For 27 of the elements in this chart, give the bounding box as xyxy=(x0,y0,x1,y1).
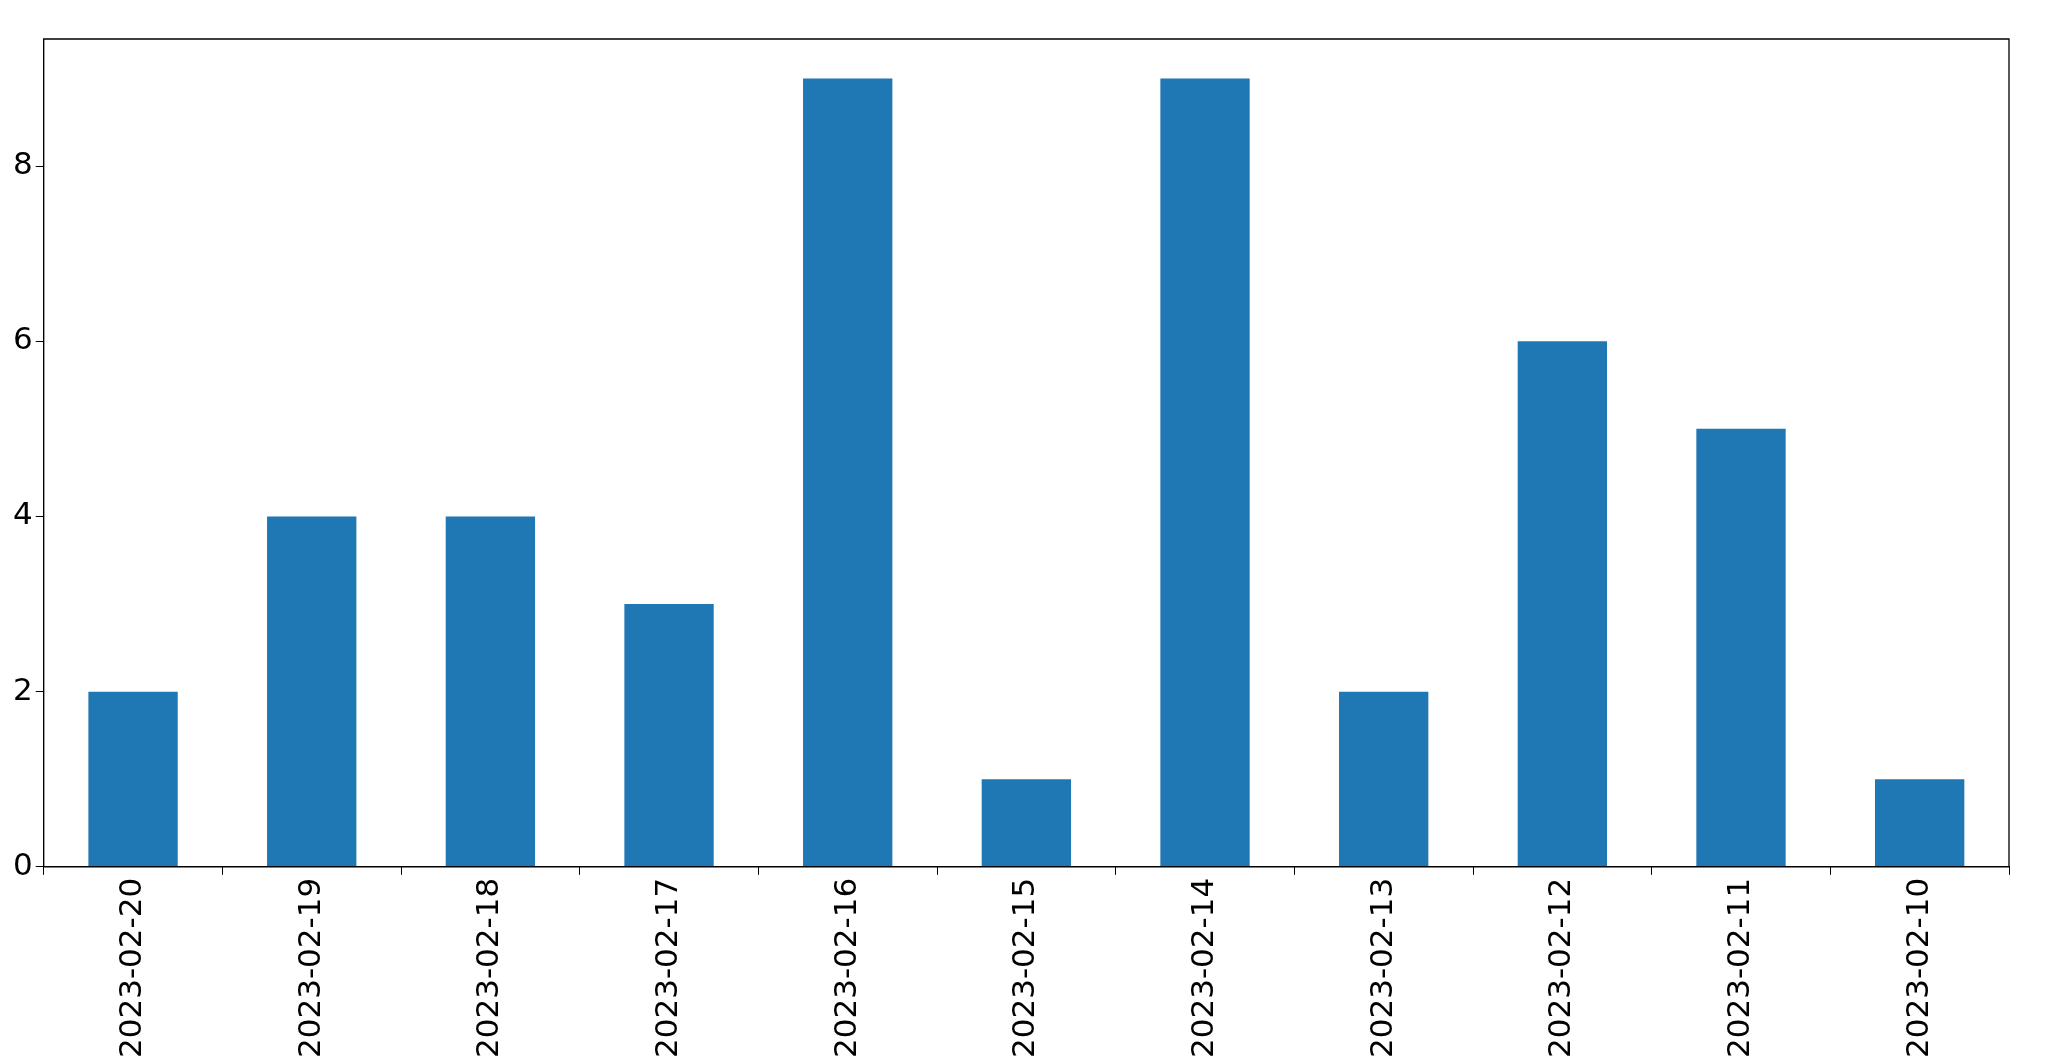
x-tick-label: 2023-02-10 xyxy=(1898,877,1935,1059)
bar xyxy=(981,779,1072,867)
x-tick-label: 2023-02-19 xyxy=(290,877,327,1059)
x-tick-label: 2023-02-11 xyxy=(1720,877,1757,1059)
y-tick-label: 8 xyxy=(12,145,33,182)
x-tick-label: 2023-02-16 xyxy=(826,877,863,1059)
x-tick-label: 2023-02-18 xyxy=(469,877,506,1059)
bar xyxy=(1517,341,1608,867)
y-tick-label: 6 xyxy=(12,320,33,357)
bar xyxy=(267,516,357,867)
bar xyxy=(803,78,893,867)
bar xyxy=(88,691,178,867)
x-tick-label: 2023-02-12 xyxy=(1541,877,1578,1059)
y-tick-label: 4 xyxy=(12,495,33,532)
x-tick-label: 2023-02-17 xyxy=(648,877,685,1059)
bar xyxy=(1339,691,1429,867)
x-tick-label: 2023-02-14 xyxy=(1184,877,1221,1059)
y-tick-label: 0 xyxy=(12,845,33,882)
x-tick-label: 2023-02-13 xyxy=(1362,877,1399,1059)
x-tick-label: 2023-02-15 xyxy=(1005,877,1042,1059)
bar xyxy=(1875,779,1965,867)
bar xyxy=(1160,78,1250,867)
bar xyxy=(1696,428,1786,867)
bar xyxy=(624,604,714,867)
x-tick-label: 2023-02-20 xyxy=(112,877,149,1059)
bar xyxy=(445,516,536,867)
y-tick-label: 2 xyxy=(12,670,33,707)
